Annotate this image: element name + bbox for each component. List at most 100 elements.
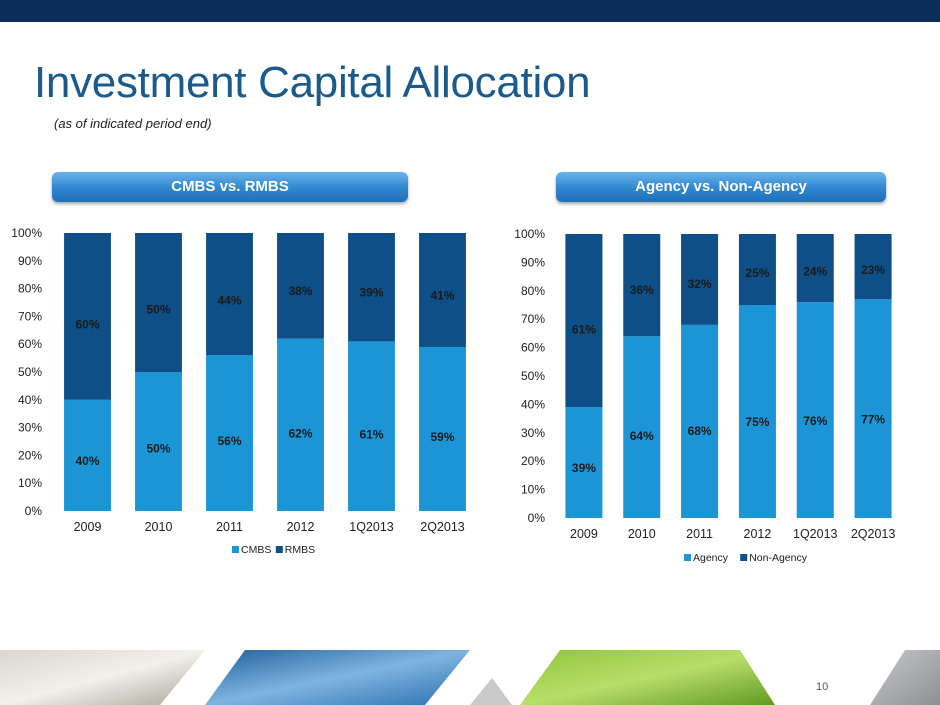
data-label: 25% [745,266,769,280]
y-tick-label: 20% [521,454,545,468]
y-tick-label: 40% [521,397,545,411]
bar-cmbs [419,346,466,511]
triangle-accent [470,678,512,705]
y-tick-label: 10% [521,483,545,497]
y-tick-label: 100% [514,227,545,241]
y-tick-label: 80% [521,284,545,298]
bar-non-agency [854,234,892,300]
x-category-label: 2011 [216,520,243,534]
chart-heading-cmbs-rmbs: CMBS vs. RMBS [52,172,408,202]
data-label: 62% [288,426,312,440]
y-tick-label: 100% [11,226,42,240]
legend-swatch-agency [684,554,691,561]
x-category-label: 2011 [686,527,713,541]
data-label: 61% [572,322,596,336]
bar-cmbs [135,372,182,511]
x-category-label: 2Q2013 [420,520,465,534]
data-label: 50% [146,441,170,455]
bar-rmbs [348,233,395,342]
x-category-label: 2009 [74,520,102,534]
y-tick-label: 20% [18,448,42,462]
bar-non-agency [738,234,776,305]
bar-agency [681,324,719,518]
data-label: 41% [430,289,454,303]
bar-cmbs [348,341,395,511]
bar-agency [738,305,776,518]
rope-image [0,650,205,705]
x-category-label: 2012 [744,527,772,541]
bar-cmbs [277,338,324,511]
legend: Agency Non-Agency [684,552,808,564]
legend-swatch-rmbs [275,546,283,553]
legend: CMBS RMBS [232,544,315,556]
x-category-label: 2009 [570,527,598,541]
bar-rmbs [206,233,253,356]
data-label: 44% [217,293,241,307]
bar-agency [565,407,603,518]
data-label: 59% [430,430,454,444]
bar-agency [854,299,892,518]
sky-image [205,650,470,705]
legend-label-cmbs: CMBS [241,544,271,556]
y-tick-label: 60% [521,341,545,355]
y-tick-label: 80% [18,282,42,296]
data-label: 56% [217,434,241,448]
x-category-label: 2010 [628,527,656,541]
y-tick-label: 40% [18,393,42,407]
data-label: 36% [630,283,654,297]
footer-image-strip [0,650,940,705]
data-label: 39% [359,286,383,300]
page-subtitle: (as of indicated period end) [54,116,212,131]
y-tick-label: 0% [25,504,43,518]
legend-label-non-agency: Non-Agency [749,552,808,564]
y-tick-label: 50% [521,369,545,383]
data-label: 68% [688,424,712,438]
x-category-label: 2012 [287,520,315,534]
y-tick-label: 30% [521,426,545,440]
bar-non-agency [681,234,719,325]
bar-non-agency [623,234,661,337]
x-category-label: 2010 [145,520,173,534]
data-label: 23% [861,263,885,277]
bar-non-agency [796,234,834,303]
legend-label-agency: Agency [693,552,729,564]
grey-image [870,650,940,705]
page-title: Investment Capital Allocation [34,58,591,107]
data-label: 40% [75,454,99,468]
bar-rmbs [419,233,466,347]
y-tick-label: 50% [18,365,42,379]
bar-cmbs [206,355,253,511]
y-tick-label: 60% [18,337,42,351]
y-tick-label: 30% [18,421,42,435]
y-tick-label: 0% [528,511,546,525]
data-label: 38% [288,284,312,298]
bar-cmbs [64,399,111,511]
y-tick-label: 90% [521,255,545,269]
legend-swatch-non-agency [740,554,748,561]
legend-label-rmbs: RMBS [285,544,315,556]
y-tick-label: 10% [18,476,42,490]
bar-rmbs [64,233,111,400]
x-category-label: 2Q2013 [851,527,896,541]
top-bar [0,0,940,22]
data-label: 32% [688,277,712,291]
data-label: 76% [803,414,827,428]
bar-agency [623,336,661,518]
x-category-label: 1Q2013 [793,527,838,541]
data-label: 60% [75,318,99,332]
y-tick-label: 70% [18,309,42,323]
y-tick-label: 70% [521,312,545,326]
bar-rmbs [277,233,324,339]
data-label: 75% [745,415,769,429]
data-label: 39% [572,461,596,475]
bar-agency [796,302,834,518]
data-label: 77% [861,413,885,427]
x-category-label: 1Q2013 [349,520,394,534]
data-label: 64% [630,429,654,443]
data-label: 50% [146,302,170,316]
bar-non-agency [565,234,603,408]
bar-rmbs [135,233,182,372]
data-label: 24% [803,264,827,278]
